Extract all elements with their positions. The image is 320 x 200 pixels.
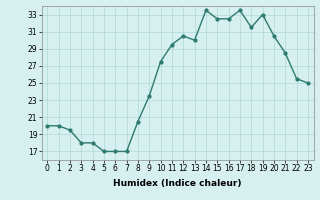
X-axis label: Humidex (Indice chaleur): Humidex (Indice chaleur) — [113, 179, 242, 188]
